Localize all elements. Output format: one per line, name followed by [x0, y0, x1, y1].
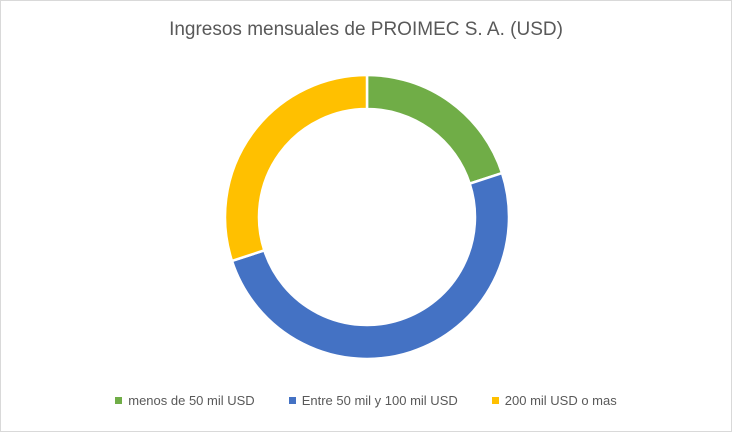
legend-item-menos-50[interactable]: menos de 50 mil USD — [115, 393, 255, 408]
legend-item-200-mas[interactable]: 200 mil USD o mas — [491, 393, 617, 408]
legend-swatch-green — [115, 397, 123, 404]
doughnut-segment[interactable] — [230, 171, 511, 361]
legend-label: menos de 50 mil USD — [128, 393, 255, 408]
legend-label: Entre 50 mil y 100 mil USD — [301, 393, 458, 408]
chart-title: Ingresos mensuales de PROIMEC S. A. (USD… — [169, 19, 563, 40]
doughnut-segment[interactable] — [223, 73, 369, 263]
doughnut-segment[interactable] — [365, 73, 504, 186]
legend: menos de 50 mil USD Entre 50 mil y 100 m… — [1, 393, 731, 408]
legend-swatch-yellow — [491, 397, 499, 404]
legend-swatch-blue — [288, 397, 296, 404]
doughnut-segments — [223, 73, 511, 361]
legend-label: 200 mil USD o mas — [504, 393, 617, 408]
legend-item-50-100[interactable]: Entre 50 mil y 100 mil USD — [288, 393, 458, 408]
